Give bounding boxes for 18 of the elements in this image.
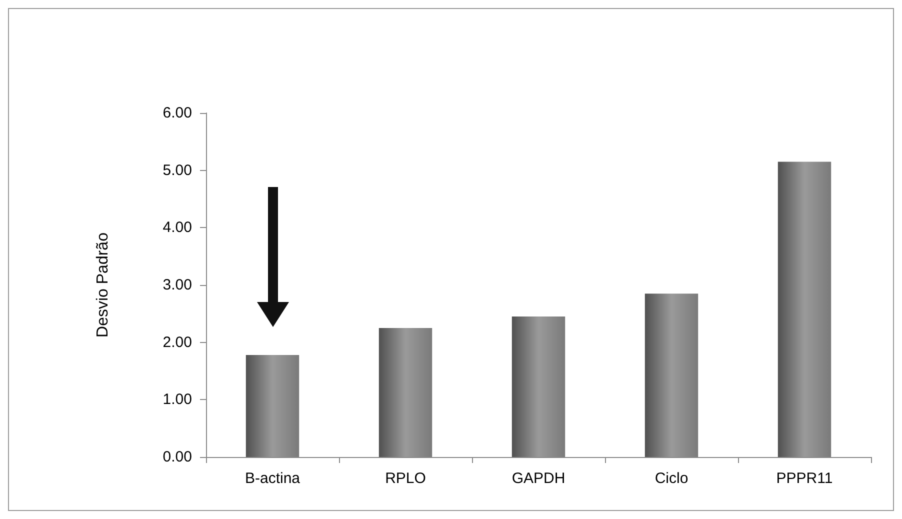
bar [512, 316, 566, 457]
bar [378, 328, 432, 457]
x-tick-label: GAPDH [512, 470, 566, 487]
y-tick-label: 1.00 [162, 391, 192, 408]
x-tick-label: PPPR11 [776, 470, 833, 487]
y-axis-title: Desvio Padrão [94, 232, 112, 338]
bar [778, 162, 832, 457]
y-tick-label: 3.00 [162, 276, 192, 294]
y-tick-label: 0.00 [162, 448, 192, 466]
bar [644, 294, 698, 457]
y-tick-label: 5.00 [162, 162, 192, 179]
x-tick-label: Ciclo [654, 470, 688, 487]
bar [246, 354, 300, 457]
x-tick-label: B-actina [244, 470, 301, 487]
y-tick-label: 2.00 [162, 334, 192, 351]
y-tick-label: 6.00 [162, 104, 192, 122]
y-tick-label: 4.00 [162, 219, 192, 236]
x-tick-label: RPLO [385, 470, 426, 487]
